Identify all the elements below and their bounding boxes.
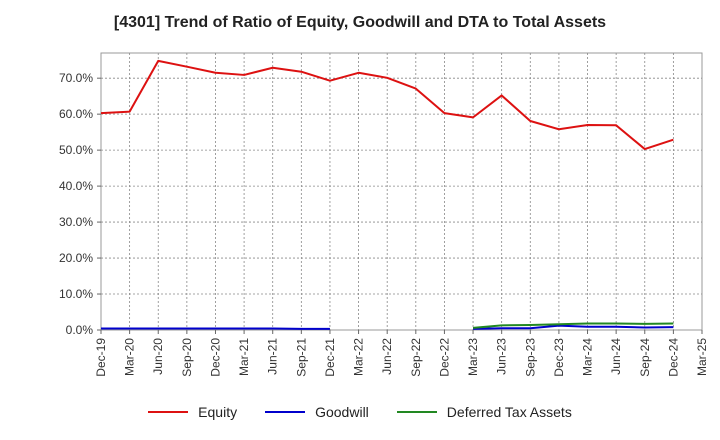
- y-tick-label: 30.0%: [59, 215, 93, 229]
- legend-swatch: [396, 411, 437, 413]
- x-tick-label: Dec-20: [208, 338, 222, 377]
- x-tick-label: Jun-21: [266, 338, 280, 375]
- x-tick-label: Jun-22: [380, 338, 394, 375]
- x-tick-label: Dec-24: [666, 338, 680, 377]
- legend-item-goodwill: Goodwill: [265, 404, 369, 420]
- x-tick-label: Dec-22: [437, 338, 451, 377]
- y-tick-label: 20.0%: [59, 251, 93, 265]
- grid-lines: [101, 53, 702, 330]
- x-tick-label: Sep-24: [638, 338, 652, 377]
- x-tick-label: Sep-22: [409, 338, 423, 377]
- plot-area: [100, 52, 703, 331]
- legend-item-deferred-tax-assets: Deferred Tax Assets: [396, 404, 572, 420]
- chart-title: [4301] Trend of Ratio of Equity, Goodwil…: [113, 14, 607, 31]
- x-tick-label: Mar-21: [237, 338, 251, 376]
- x-tick-label: Jun-20: [151, 338, 165, 375]
- y-tick-label: 60.0%: [59, 107, 93, 121]
- legend-label: Goodwill: [315, 404, 369, 420]
- legend-swatch: [265, 411, 306, 413]
- y-tick-label: 40.0%: [59, 179, 93, 193]
- y-axis: 0.0% 10.0% 20.0% 30.0% 40.0% 50.0% 60.0% 70.0%: [59, 71, 101, 337]
- legend-label: Deferred Tax Assets: [446, 404, 572, 420]
- y-tick-label: 10.0%: [59, 287, 93, 301]
- legend-item-equity: Equity: [148, 404, 237, 420]
- x-tick-label: Mar-25: [695, 338, 709, 376]
- x-tick-label: Sep-21: [294, 338, 308, 377]
- legend-swatch: [148, 411, 189, 413]
- x-tick-label: Sep-23: [523, 338, 537, 377]
- x-tick-label: Dec-23: [552, 338, 566, 377]
- x-axis: Dec-19 Mar-20 Jun-20 Sep-20 Dec-20 Mar-21 Jun-…: [94, 330, 709, 377]
- x-tick-label: Dec-21: [323, 338, 337, 377]
- x-tick-label: Mar-20: [123, 338, 137, 376]
- series-line-deferred-tax-assets: [472, 322, 674, 329]
- y-tick-label: 50.0%: [59, 143, 93, 157]
- legend-label: Equity: [198, 404, 238, 420]
- x-tick-label: Mar-23: [466, 338, 480, 376]
- x-tick-label: Sep-20: [180, 338, 194, 377]
- series-layer: [100, 59, 674, 330]
- x-tick-label: Jun-23: [495, 338, 509, 375]
- series-line-equity: [100, 59, 674, 151]
- legend: Equity Goodwill Deferred Tax Assets: [0, 404, 720, 420]
- x-tick-label: Mar-22: [352, 338, 366, 376]
- y-tick-label: 0.0%: [66, 323, 94, 337]
- series-line-goodwill: [473, 324, 674, 330]
- x-tick-label: Jun-24: [609, 338, 623, 375]
- x-tick-label: Mar-24: [581, 338, 595, 376]
- x-tick-label: Dec-19: [94, 338, 108, 377]
- y-tick-label: 70.0%: [59, 71, 93, 85]
